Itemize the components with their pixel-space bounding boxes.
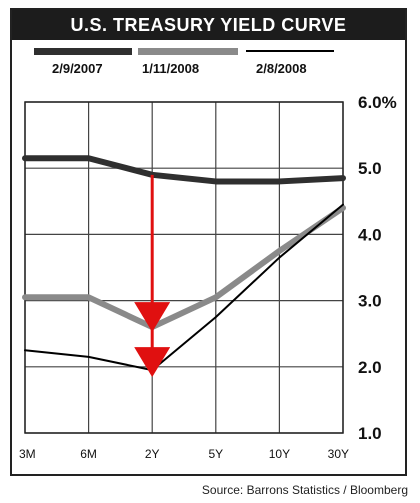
legend-label-2007: 2/9/2007	[52, 61, 103, 76]
x-tick-label: 2Y	[145, 447, 160, 461]
legend-swatch-jan2008	[138, 48, 238, 55]
legend-label-jan2008: 1/11/2008	[142, 61, 200, 76]
series-line-jan2008	[22, 204, 346, 331]
x-tick-label: 6M	[80, 447, 97, 461]
chart-frame: U.S. TREASURY YIELD CURVE 2/9/2007 1/11/…	[10, 8, 407, 476]
legend-item-2007: 2/9/2007	[34, 48, 154, 82]
x-tick-label: 3M	[19, 447, 36, 461]
plot-border	[24, 101, 344, 434]
x-tick-label: 30Y	[328, 447, 349, 461]
y-tick-label: 6.0%	[358, 93, 397, 112]
x-tick-label: 5Y	[208, 447, 223, 461]
chart-title: U.S. TREASURY YIELD CURVE	[12, 10, 405, 40]
y-tick-label: 4.0	[358, 225, 382, 244]
y-tick-label: 5.0	[358, 159, 382, 178]
legend-item-jan2008: 1/11/2008	[138, 48, 258, 82]
series-line-feb2008	[24, 203, 344, 372]
legend-swatch-2007	[34, 48, 132, 55]
legend-label-feb2008: 2/8/2008	[256, 61, 307, 76]
y-tick-label: 3.0	[358, 292, 382, 311]
source-note: Source: Barrons Statistics / Bloomberg	[201, 483, 408, 497]
y-tick-label: 2.0	[358, 358, 382, 377]
x-tick-label: 10Y	[269, 447, 290, 461]
legend-item-feb2008: 2/8/2008	[246, 48, 356, 82]
legend-swatch-feb2008	[246, 50, 334, 52]
y-tick-label: 1.0	[358, 424, 382, 443]
series-line-2007	[22, 155, 346, 185]
